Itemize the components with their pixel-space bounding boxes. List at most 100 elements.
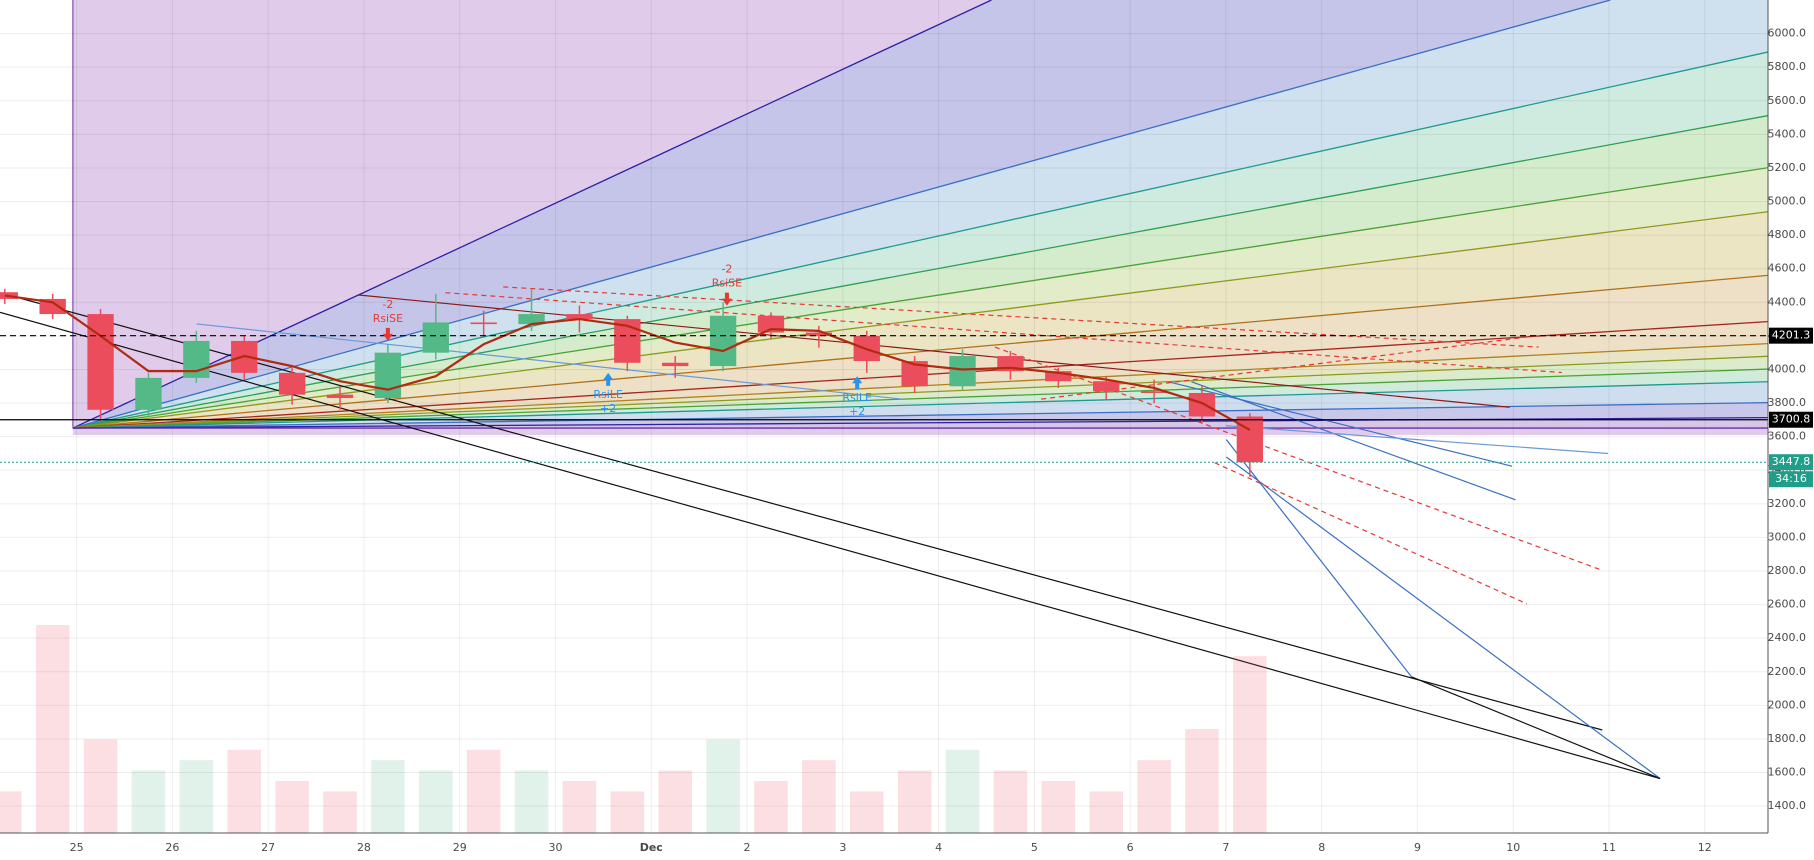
volume-bar bbox=[1041, 781, 1076, 833]
fan-line bbox=[72, 368, 1768, 429]
signal-arrow bbox=[721, 292, 732, 306]
drawing-line bbox=[1041, 334, 1539, 400]
y-tick-label: 2600.0 bbox=[1768, 598, 1807, 611]
candle-body bbox=[1236, 416, 1264, 463]
volume-bar bbox=[83, 739, 118, 833]
y-tick-label: 3200.0 bbox=[1768, 497, 1807, 510]
y-tick-label: 1800.0 bbox=[1768, 732, 1807, 745]
volume-bar bbox=[1233, 656, 1267, 833]
candle-body bbox=[422, 322, 449, 353]
volume-bar bbox=[945, 749, 980, 833]
drawing-line bbox=[1225, 439, 1412, 678]
y-axis-panel bbox=[1768, 0, 1814, 860]
fan-line bbox=[72, 0, 992, 429]
candle-body bbox=[374, 352, 402, 399]
x-tick-label: 6 bbox=[1127, 841, 1134, 854]
volume-bar bbox=[562, 781, 597, 833]
y-tick-label: 2800.0 bbox=[1768, 564, 1807, 577]
drawing-line bbox=[1214, 462, 1528, 605]
volume-bar bbox=[371, 760, 405, 833]
x-tick-label: 25 bbox=[70, 841, 84, 854]
drawing-line bbox=[1225, 456, 1661, 780]
drawing-line bbox=[0, 311, 1661, 780]
x-tick-label: 12 bbox=[1698, 841, 1712, 854]
candle-body bbox=[326, 394, 354, 399]
y-tick-label: 4400.0 bbox=[1768, 295, 1807, 308]
candle-body bbox=[39, 298, 66, 315]
volume-bar bbox=[754, 781, 788, 833]
fan-line bbox=[72, 211, 1768, 429]
candle-body bbox=[470, 322, 497, 325]
candle-body bbox=[566, 314, 593, 320]
volume-bar bbox=[275, 781, 309, 833]
volume-bar bbox=[227, 749, 261, 833]
candle-body bbox=[662, 362, 689, 367]
countdown-tag-bg bbox=[1769, 471, 1813, 488]
price-tag: 3700.8 bbox=[1772, 413, 1811, 426]
candle-body bbox=[709, 315, 737, 367]
volume-bar bbox=[706, 739, 740, 833]
y-tick-label: 4600.0 bbox=[1768, 262, 1807, 275]
volume-bar bbox=[131, 770, 166, 833]
signal-qty: -2 bbox=[382, 298, 393, 311]
y-tick-label: 3600.0 bbox=[1768, 430, 1807, 443]
volume-bar bbox=[35, 625, 70, 833]
moving-average bbox=[4, 294, 1251, 431]
y-tick-label: 5600.0 bbox=[1768, 94, 1807, 107]
x-tick-label: Dec bbox=[640, 841, 663, 854]
y-tick-label: 5000.0 bbox=[1768, 195, 1807, 208]
drawing-line bbox=[445, 292, 1562, 374]
drawing-line bbox=[0, 292, 1603, 731]
y-tick-label: 2200.0 bbox=[1768, 665, 1807, 678]
candle-body bbox=[278, 372, 306, 395]
x-tick-label: 2 bbox=[744, 841, 751, 854]
drawing-line bbox=[1226, 425, 1609, 455]
signal-arrow bbox=[603, 372, 614, 386]
y-tick-label: 5800.0 bbox=[1768, 60, 1807, 73]
fan-line bbox=[72, 51, 1768, 429]
candle-body bbox=[949, 356, 976, 387]
x-tick-label: 9 bbox=[1414, 841, 1421, 854]
candle-body bbox=[135, 377, 162, 410]
volume-bar bbox=[897, 770, 932, 833]
volume-bar bbox=[514, 770, 549, 833]
x-tick-label: 8 bbox=[1318, 841, 1325, 854]
x-tick-label: 28 bbox=[357, 841, 371, 854]
y-tick-label: 6000.0 bbox=[1768, 27, 1807, 40]
candle-body bbox=[183, 340, 210, 378]
signal-arrow bbox=[852, 376, 863, 390]
candle-body bbox=[1140, 391, 1168, 393]
signal-label: RsiSE bbox=[712, 277, 742, 290]
fan-line bbox=[72, 401, 1768, 429]
y-tick-label: 5400.0 bbox=[1768, 127, 1807, 140]
signal-qty: -2 bbox=[721, 263, 732, 276]
signal-label: RsiLE bbox=[842, 391, 872, 404]
signal-qty: +2 bbox=[849, 405, 865, 418]
x-tick-label: 4 bbox=[935, 841, 942, 854]
volume-bar bbox=[419, 770, 453, 833]
fan-line bbox=[72, 355, 1768, 429]
drawing-line bbox=[196, 323, 903, 400]
price-tag-bg bbox=[1769, 411, 1813, 428]
candle-body bbox=[1188, 392, 1216, 417]
signal-label: RsiLE bbox=[593, 388, 623, 401]
drawing-line bbox=[1411, 676, 1661, 780]
candle-body bbox=[1045, 371, 1072, 382]
candle-body bbox=[805, 332, 833, 336]
x-tick-label: 26 bbox=[165, 841, 179, 854]
signal-qty: +2 bbox=[600, 402, 616, 415]
y-tick-label: 2000.0 bbox=[1768, 698, 1807, 711]
y-tick-label: 3000.0 bbox=[1768, 530, 1807, 543]
drawing-line bbox=[503, 286, 1539, 348]
volume-bar bbox=[323, 791, 357, 833]
drawing-line bbox=[1168, 381, 1513, 467]
volume-bar bbox=[179, 760, 214, 833]
drawing-line bbox=[1191, 381, 1516, 501]
last-price-tag-bg bbox=[1769, 454, 1813, 471]
fan-line bbox=[72, 274, 1768, 429]
volume-bar bbox=[1137, 760, 1171, 833]
fan-zone bbox=[72, 0, 1768, 429]
x-tick-label: 10 bbox=[1506, 841, 1520, 854]
x-tick-label: 11 bbox=[1602, 841, 1616, 854]
